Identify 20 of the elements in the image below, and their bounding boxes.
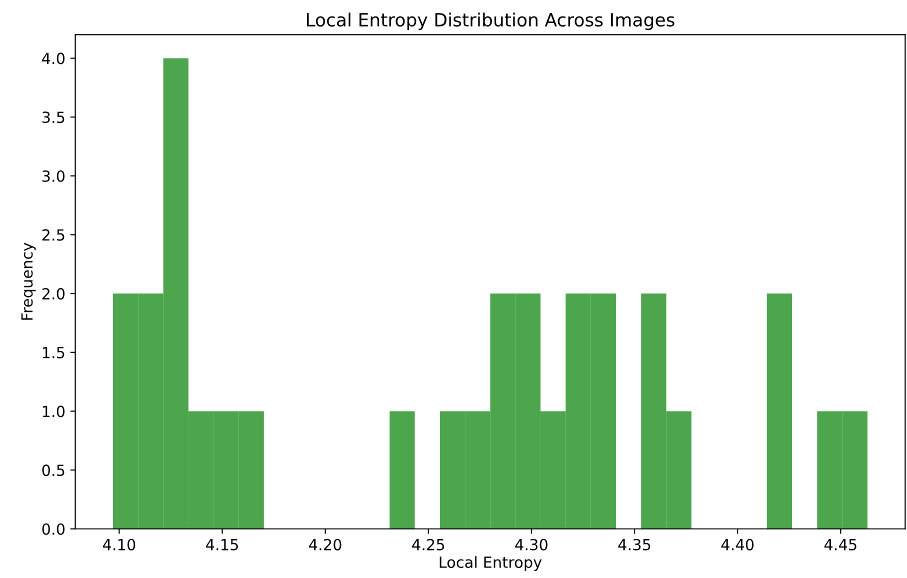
x-tick-label: 4.35 xyxy=(618,538,650,550)
y-axis-title: Frequency xyxy=(21,242,36,320)
x-tick-label: 4.40 xyxy=(721,538,754,550)
y-tick-label: 2.0 xyxy=(42,288,65,300)
y-tick-label: 0.5 xyxy=(42,464,64,476)
x-axis-title: Local Entropy xyxy=(440,556,542,571)
y-tick-label: 0.0 xyxy=(42,523,65,535)
y-tick-label: 3.0 xyxy=(42,170,65,182)
x-tick-label: 4.15 xyxy=(206,539,238,550)
chart-title: Local Entropy Distribution Across Images xyxy=(306,12,674,30)
y-tick-label: 4.0 xyxy=(42,52,65,64)
x-tick-label: 4.20 xyxy=(309,538,342,550)
x-tick-label: 4.45 xyxy=(824,539,856,550)
x-tick-label: 4.25 xyxy=(412,538,444,550)
y-tick-label: 1.5 xyxy=(42,347,64,358)
y-tick-label: 1.0 xyxy=(42,406,65,418)
y-tick-label: 3.5 xyxy=(42,112,64,124)
x-tick-label: 4.10 xyxy=(102,538,136,550)
y-tick-label: 2.5 xyxy=(42,229,64,241)
x-tick-label: 4.30 xyxy=(515,538,548,550)
